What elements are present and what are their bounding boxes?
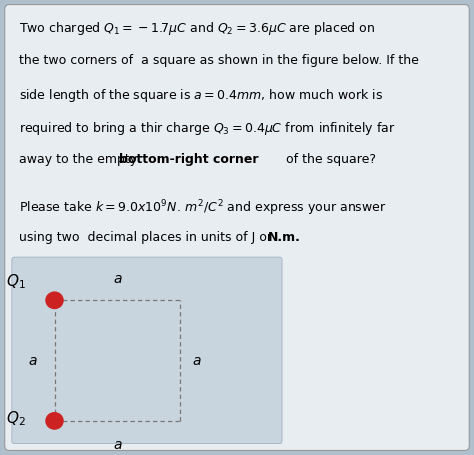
Text: $Q_1$: $Q_1$ [6, 273, 26, 291]
Text: $Q_2$: $Q_2$ [6, 409, 26, 428]
Text: $a$: $a$ [112, 438, 122, 452]
Text: required to bring a thir charge $Q_3 = 0.4\mu C$ from infinitely far: required to bring a thir charge $Q_3 = 0… [19, 120, 395, 137]
Text: Please take $k = 9.0x10^9 N.\, m^2/C^2$ and express your answer: Please take $k = 9.0x10^9 N.\, m^2/C^2$ … [19, 198, 386, 218]
Text: of the square?: of the square? [282, 153, 375, 167]
Text: side length of the square is $a = 0.4mm$, how much work is: side length of the square is $a = 0.4mm$… [19, 87, 383, 104]
Text: $a$: $a$ [28, 354, 38, 368]
Circle shape [46, 292, 63, 308]
FancyBboxPatch shape [5, 5, 469, 450]
Circle shape [46, 413, 63, 429]
FancyBboxPatch shape [12, 257, 282, 444]
Text: $a$: $a$ [192, 354, 201, 368]
Text: Two charged $Q_1 = -1.7\mu C$ and $Q_2 = 3.6\mu C$ are placed on: Two charged $Q_1 = -1.7\mu C$ and $Q_2 =… [19, 20, 375, 37]
Text: the two corners of  a square as shown in the figure below. If the: the two corners of a square as shown in … [19, 54, 419, 67]
Text: bottom-right corner: bottom-right corner [119, 153, 259, 167]
Text: $a$: $a$ [112, 272, 122, 286]
Text: N.m.: N.m. [268, 232, 301, 244]
Text: away to the empty: away to the empty [19, 153, 141, 167]
Text: using two  decimal places in units of J or: using two decimal places in units of J o… [19, 232, 276, 244]
